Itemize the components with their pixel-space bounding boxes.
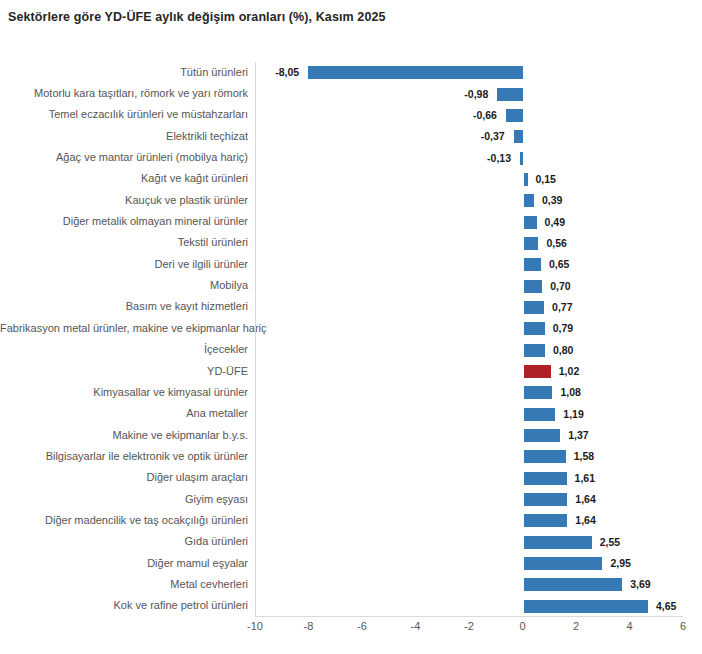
category-label: YD-ÜFE (0, 365, 248, 377)
value-label: 1,64 (575, 514, 595, 526)
x-axis: -10-8-6-4-20246 (255, 620, 683, 636)
bar (520, 152, 523, 165)
value-label: 2,95 (610, 557, 630, 569)
x-axis-tick: -10 (247, 620, 263, 632)
bar (524, 216, 537, 229)
category-label: Mobilya (0, 279, 248, 291)
value-label: 0,65 (549, 258, 569, 270)
category-label: Ana metaller (0, 407, 248, 419)
bar (524, 280, 543, 293)
category-label: Deri ve ilgili ürünler (0, 258, 248, 270)
value-label: -8,05 (275, 66, 299, 78)
category-label: Kimyasallar ve kimyasal ürünler (0, 386, 248, 398)
value-label: -0,66 (473, 109, 497, 121)
bar (524, 600, 648, 613)
bar (514, 130, 524, 143)
bar (524, 301, 545, 314)
bar (524, 194, 534, 207)
chart-page: Sektörlere göre YD-ÜFE aylık değişim ora… (0, 0, 702, 654)
category-label: Elektrikli teçhizat (0, 130, 248, 142)
bar (524, 578, 623, 591)
category-label: Ağaç ve mantar ürünleri (mobilya hariç) (0, 151, 248, 163)
value-label: -0,98 (464, 88, 488, 100)
x-axis-tick: -2 (464, 620, 474, 632)
bar (524, 557, 603, 570)
chart-title: Sektörlere göre YD-ÜFE aylık değişim ora… (8, 10, 386, 24)
category-label: Metal cevherleri (0, 578, 248, 590)
value-label: 0,79 (553, 322, 573, 334)
category-axis: Tütün ürünleri Motorlu kara taşıtları, rö… (0, 62, 248, 617)
x-axis-tick: 4 (626, 620, 632, 632)
category-label: İçecekler (0, 343, 248, 355)
category-label: Tekstil ürünleri (0, 236, 248, 248)
value-label: 1,61 (575, 472, 595, 484)
value-label: 1,19 (563, 408, 583, 420)
x-axis-tick: 6 (680, 620, 686, 632)
value-label: 0,49 (545, 216, 565, 228)
category-label: Giyim eşyası (0, 493, 248, 505)
value-label: -0,37 (481, 130, 505, 142)
value-label: 0,77 (552, 301, 572, 313)
bar (524, 514, 568, 527)
bar (524, 237, 539, 250)
value-label: 1,37 (568, 429, 588, 441)
category-label: Tütün ürünleri (0, 66, 248, 78)
value-label: 1,02 (559, 365, 579, 377)
bar (524, 536, 592, 549)
category-label: Kağıt ve kağıt ürünleri (0, 172, 248, 184)
bar (497, 88, 523, 101)
category-label: Makine ve ekipmanlar b.y.s. (0, 429, 248, 441)
value-label: 3,69 (630, 578, 650, 590)
x-axis-tick: 2 (573, 620, 579, 632)
x-axis-tick: -8 (304, 620, 314, 632)
x-axis-tick: -4 (411, 620, 421, 632)
value-label: 0,56 (546, 237, 566, 249)
plot-area: -8,05 -0,98 -0,66 -0,37 -0,13 0,15 0,39 0,49 0,5… (255, 62, 683, 617)
bar (524, 386, 553, 399)
value-label: 0,39 (542, 194, 562, 206)
category-label: Motorlu kara taşıtları, römork ve yarı r… (0, 87, 248, 99)
bar (308, 66, 523, 79)
value-label: 1,08 (560, 386, 580, 398)
value-label: -0,13 (487, 152, 511, 164)
bar (524, 344, 545, 357)
value-label: 4,65 (656, 600, 676, 612)
bar (524, 472, 567, 485)
bar (524, 173, 528, 186)
value-label: 1,64 (575, 493, 595, 505)
x-axis-tick: 0 (519, 620, 525, 632)
category-label: Diğer madencilik ve taş ocakçılığı ürünl… (0, 514, 248, 526)
value-label: 1,58 (574, 450, 594, 462)
bar (506, 109, 524, 122)
category-label: Gıda ürünleri (0, 535, 248, 547)
value-label: 0,80 (553, 344, 573, 356)
value-label: 2,55 (600, 536, 620, 548)
bar (524, 429, 561, 442)
bar (524, 408, 556, 421)
value-label: 0,15 (536, 173, 556, 185)
category-label: Bilgisayarlar ile elektronik ve optik ür… (0, 450, 248, 462)
category-label: Temel eczacılık ürünleri ve müstahzarlar… (0, 108, 248, 120)
x-axis-tick: -6 (357, 620, 367, 632)
category-label: Kok ve rafine petrol ürünleri (0, 599, 248, 611)
category-label: Diğer mamul eşyalar (0, 557, 248, 569)
category-label: Kauçuk ve plastik ürünler (0, 194, 248, 206)
bar (524, 493, 568, 506)
bar (524, 258, 541, 271)
category-label: Basım ve kayıt hizmetleri (0, 300, 248, 312)
category-label: Fabrikasyon metal ürünler, makine ve eki… (0, 322, 248, 334)
bar (524, 450, 566, 463)
category-label: Diğer ulaşım araçları (0, 471, 248, 483)
bar (524, 322, 545, 335)
value-label: 0,70 (550, 280, 570, 292)
highlight-bar (524, 365, 551, 378)
category-label: Diğer metalik olmayan mineral ürünler (0, 215, 248, 227)
